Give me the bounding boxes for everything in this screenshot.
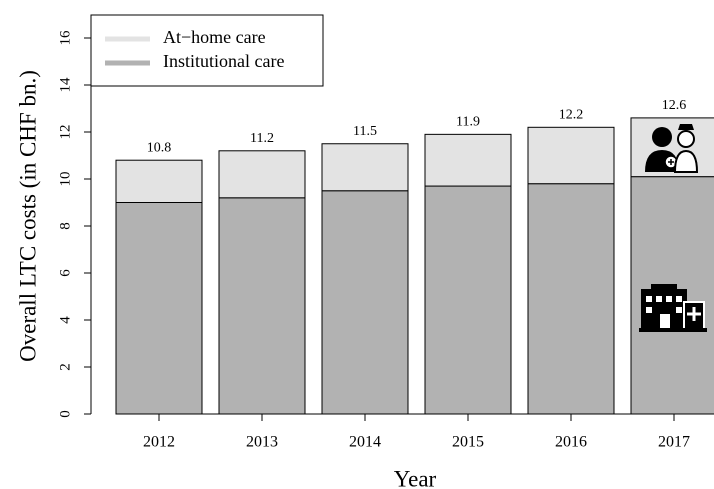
care-icon	[645, 124, 699, 173]
x-tick-label: 2013	[246, 434, 278, 451]
y-tick-label: 4	[57, 316, 73, 324]
total-label: 10.8	[147, 140, 172, 155]
x-tick-label: 2014	[349, 434, 381, 451]
y-tick-label: 6	[57, 269, 73, 277]
legend	[90, 14, 324, 87]
legend-label: Institutional care	[163, 51, 284, 71]
y-tick-label: 0	[57, 410, 73, 418]
icons	[639, 124, 707, 332]
y-axis-label: Overall LTC costs (in CHF bn.)	[15, 70, 40, 362]
y-tick-label: 2	[57, 363, 73, 371]
bar-segment	[424, 185, 512, 415]
y-tick-label: 8	[57, 222, 73, 230]
x-axis-label: Year	[394, 466, 437, 489]
bar-segment	[115, 202, 203, 415]
bar-segment	[527, 183, 615, 415]
y-tick-label: 12	[57, 125, 73, 140]
y-tick-label: 16	[57, 30, 73, 46]
y-tick-label: 14	[57, 77, 73, 93]
x-tick-label: 2015	[452, 434, 484, 451]
total-label: 12.6	[662, 98, 687, 113]
legend-items: At−home care Institutional care	[105, 27, 284, 71]
x-tick-label: 2012	[143, 434, 175, 451]
bar-segment	[424, 133, 512, 187]
total-label: 12.2	[559, 108, 584, 123]
legend-label: At−home care	[163, 27, 266, 47]
bar-segment	[321, 143, 409, 192]
bars	[115, 117, 714, 415]
total-label: 11.2	[250, 131, 274, 146]
bar-segment	[115, 159, 203, 203]
y-tick-label: 10	[57, 172, 73, 187]
hospital-icon	[639, 284, 707, 332]
x-tick-label: 2017	[658, 434, 690, 451]
bar-segment	[218, 150, 306, 199]
total-label: 11.9	[456, 115, 480, 130]
x-tick-label: 2016	[555, 434, 587, 451]
total-label: 11.5	[353, 124, 377, 139]
bar-segment	[527, 126, 615, 185]
bar-segment	[218, 197, 306, 415]
bar-segment	[321, 190, 409, 415]
